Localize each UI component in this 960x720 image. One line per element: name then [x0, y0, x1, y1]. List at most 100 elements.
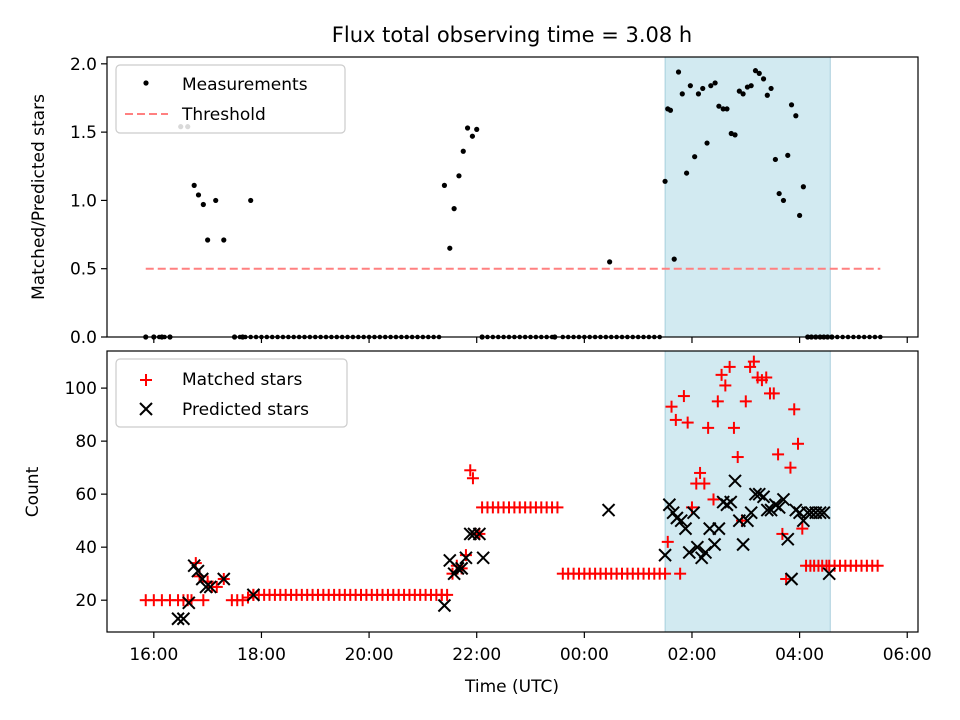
measurement-point — [667, 107, 674, 113]
measurement-point — [724, 106, 730, 112]
count-panel: 20 40 60 80 100 16:00 18:00 20:00 22:00 00:00 02:… — [23, 350, 932, 697]
measurement-point — [704, 140, 710, 146]
matched-star-point — [739, 395, 752, 408]
count-y-tick-label: 20 — [75, 591, 97, 611]
matched-star-point — [210, 580, 223, 593]
x-tick-label: 02:00 — [667, 645, 716, 665]
measurement-point — [793, 113, 799, 119]
count-legend-box — [115, 358, 348, 428]
legend-measurements-marker — [143, 80, 149, 86]
measurement-point — [683, 170, 690, 176]
measurement-point — [464, 125, 471, 131]
legend-matched-label: Matched stars — [182, 370, 302, 390]
predicted-star-point — [724, 495, 738, 509]
matched-star-point — [677, 390, 690, 403]
predicted-star-point — [822, 566, 836, 581]
predicted-star-point — [437, 598, 452, 613]
predicted-star-point — [690, 540, 705, 554]
measurement-point — [474, 126, 480, 132]
measurement-point — [456, 173, 462, 179]
matched-star-point — [698, 477, 711, 490]
count-axes-frame — [106, 350, 919, 633]
predicted-star-points — [171, 474, 836, 626]
measurement-point — [764, 92, 770, 98]
measurement-point — [748, 83, 754, 89]
legend-predicted-label: Predicted stars — [182, 400, 309, 420]
x-tick-label: 16:00 — [129, 645, 178, 665]
predicted-star-point — [601, 503, 616, 517]
predicted-star-point — [813, 506, 827, 520]
x-tick-label: 00:00 — [560, 645, 609, 665]
count-y-ticks: 20 40 60 80 100 — [65, 379, 107, 611]
matched-star-point — [731, 451, 744, 464]
matched-star-point — [784, 461, 797, 474]
matched-star-point — [236, 594, 249, 607]
measurement-point — [740, 91, 746, 97]
predicted-star-point — [682, 545, 696, 560]
predicted-star-point — [246, 588, 261, 602]
matched-star-point — [767, 387, 780, 400]
measurement-point — [788, 102, 795, 108]
legend-measurements-label: Measurements — [182, 75, 308, 95]
matched-star-point — [441, 588, 454, 601]
predicted-star-point — [686, 506, 701, 520]
measurement-point — [687, 83, 693, 89]
predicted-star-point — [472, 527, 487, 541]
matched-star-point — [772, 448, 785, 461]
ratio-y-axis-label: Matched/Predicted stars — [29, 94, 49, 300]
ratio-axes-frame — [106, 56, 919, 338]
measurement-point — [675, 69, 682, 75]
measurement-point — [469, 133, 476, 139]
predicted-star-point — [776, 492, 791, 507]
ratio-y-tick-label: 2.0 — [70, 55, 97, 75]
measurement-point — [447, 245, 453, 251]
ratio-y-tick-label: 0.5 — [70, 260, 97, 280]
matched-star-point — [871, 559, 884, 572]
predicted-star-point — [191, 564, 205, 578]
measurement-point — [671, 256, 677, 262]
highlight-band — [664, 350, 831, 633]
matched-star-point — [719, 379, 732, 392]
matched-star-point — [669, 413, 682, 426]
measurement-point — [451, 206, 457, 212]
measurement-point — [716, 103, 722, 109]
predicted-star-point — [467, 527, 481, 541]
count-y-tick-label: 60 — [75, 485, 97, 505]
matched-star-point — [788, 403, 801, 416]
matched-star-point — [702, 421, 715, 434]
predicted-star-point — [674, 513, 688, 528]
measurement-point — [768, 85, 774, 92]
predicted-star-point — [772, 500, 786, 515]
ratio-y-ticks: 0.0 0.5 1.0 1.5 2.0 — [70, 55, 107, 348]
measurement-point — [736, 88, 742, 94]
measurement-point — [200, 201, 206, 208]
matched-star-point — [674, 567, 687, 580]
matched-star-point — [551, 501, 564, 514]
measurement-point — [692, 154, 698, 160]
predicted-star-point — [712, 521, 726, 536]
x-tick-label: 22:00 — [452, 645, 501, 665]
matched-star-point — [723, 360, 736, 373]
matched-star-point — [796, 522, 809, 535]
matched-star-point — [466, 472, 479, 485]
matched-star-point — [707, 493, 720, 506]
measurement-point — [695, 91, 702, 97]
measurement-point — [441, 182, 448, 188]
measurement-point — [752, 68, 759, 74]
measurement-point — [772, 156, 778, 163]
measurement-point — [756, 70, 762, 76]
matched-star-point — [197, 594, 210, 607]
measurement-point — [205, 237, 211, 243]
predicted-star-point — [171, 612, 185, 626]
ratio-highlight-band — [664, 56, 831, 338]
count-y-tick-label: 40 — [75, 538, 97, 558]
predicted-star-point — [459, 551, 473, 565]
matched-star-point — [760, 371, 773, 384]
legend-predicted-marker — [139, 402, 153, 416]
ratio-panel: 0.00.51.01.52.0 Matched/Predicted stars … — [29, 55, 919, 348]
x-tick-label: 20:00 — [345, 645, 394, 665]
matched-star-point — [681, 416, 694, 429]
predicted-star-point — [784, 572, 799, 586]
ratio-y-tick-label: 0.0 — [70, 328, 97, 348]
measurement-point — [700, 85, 706, 92]
